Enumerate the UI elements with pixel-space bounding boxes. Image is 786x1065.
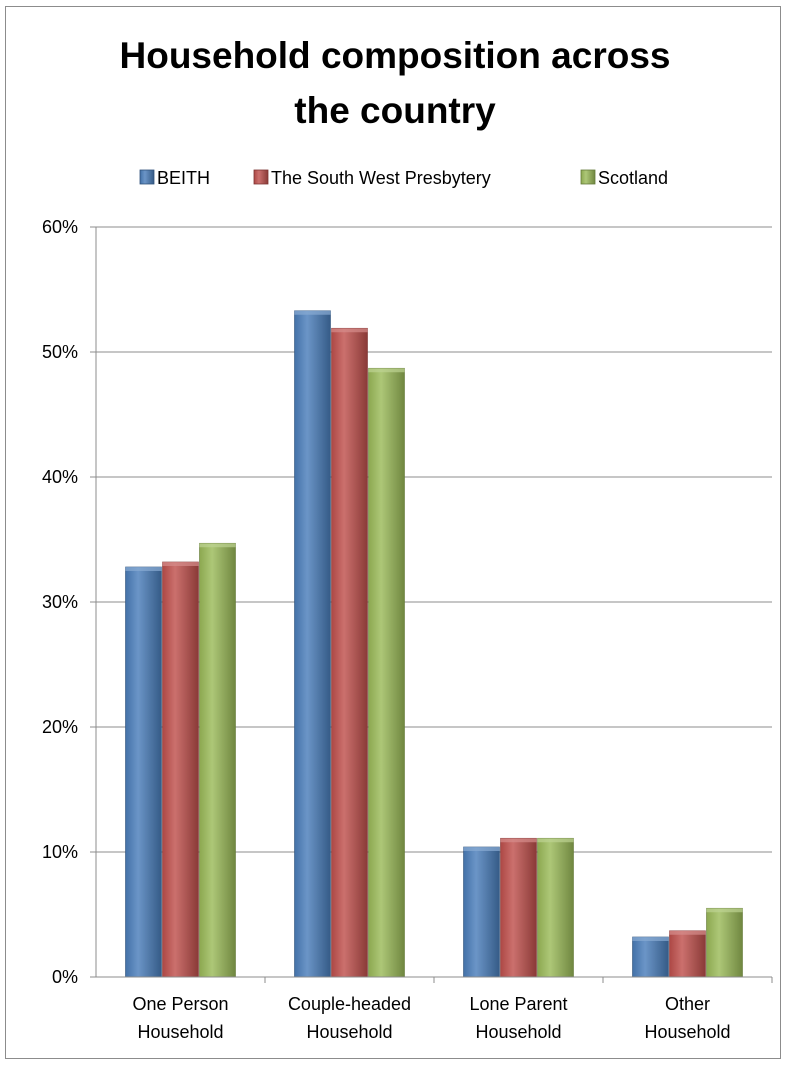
legend-swatch bbox=[253, 169, 269, 185]
x-category-label: Lone Parent bbox=[469, 994, 567, 1014]
bar-highlight bbox=[500, 838, 537, 843]
bar bbox=[463, 846, 500, 978]
bar-highlight bbox=[294, 310, 331, 315]
bar bbox=[500, 837, 537, 978]
bar bbox=[199, 542, 236, 978]
bar-highlight bbox=[463, 847, 500, 851]
legend-swatch bbox=[139, 169, 155, 185]
bar-highlight bbox=[537, 838, 574, 843]
y-tick-label: 30% bbox=[42, 592, 78, 612]
y-tick-label: 60% bbox=[42, 217, 78, 237]
chart-title-line: Household composition across bbox=[120, 35, 671, 76]
y-tick-label: 50% bbox=[42, 342, 78, 362]
x-category-label: Household bbox=[137, 1022, 223, 1042]
x-category-label: Couple-headed bbox=[288, 994, 411, 1014]
legend-label: Scotland bbox=[598, 168, 668, 188]
bar bbox=[368, 367, 405, 978]
bar-highlight bbox=[632, 937, 669, 941]
bar-highlight bbox=[706, 908, 743, 913]
bar bbox=[669, 930, 706, 978]
y-tick-label: 10% bbox=[42, 842, 78, 862]
chart-title-line: the country bbox=[294, 90, 496, 131]
bar-highlight bbox=[669, 930, 706, 935]
bar-highlight bbox=[199, 543, 236, 548]
bar bbox=[537, 837, 574, 978]
x-category-label: Household bbox=[475, 1022, 561, 1042]
bar bbox=[162, 561, 199, 978]
bar-highlight bbox=[162, 562, 199, 566]
legend-label: The South West Presbytery bbox=[271, 168, 491, 188]
legend-label: BEITH bbox=[157, 168, 210, 188]
bar-highlight bbox=[331, 328, 368, 333]
x-category-label: Other bbox=[665, 994, 710, 1014]
bar bbox=[331, 327, 368, 978]
x-category-label: One Person bbox=[132, 994, 228, 1014]
y-tick-label: 20% bbox=[42, 717, 78, 737]
bar bbox=[632, 936, 669, 978]
bar bbox=[125, 566, 162, 978]
y-tick-label: 40% bbox=[42, 467, 78, 487]
legend-swatch bbox=[580, 169, 596, 185]
bar bbox=[294, 310, 331, 978]
x-category-label: Household bbox=[644, 1022, 730, 1042]
bar-highlight bbox=[368, 368, 405, 373]
bar-highlight bbox=[125, 567, 162, 571]
y-tick-label: 0% bbox=[52, 967, 78, 987]
x-category-label: Household bbox=[306, 1022, 392, 1042]
bar bbox=[706, 907, 743, 978]
